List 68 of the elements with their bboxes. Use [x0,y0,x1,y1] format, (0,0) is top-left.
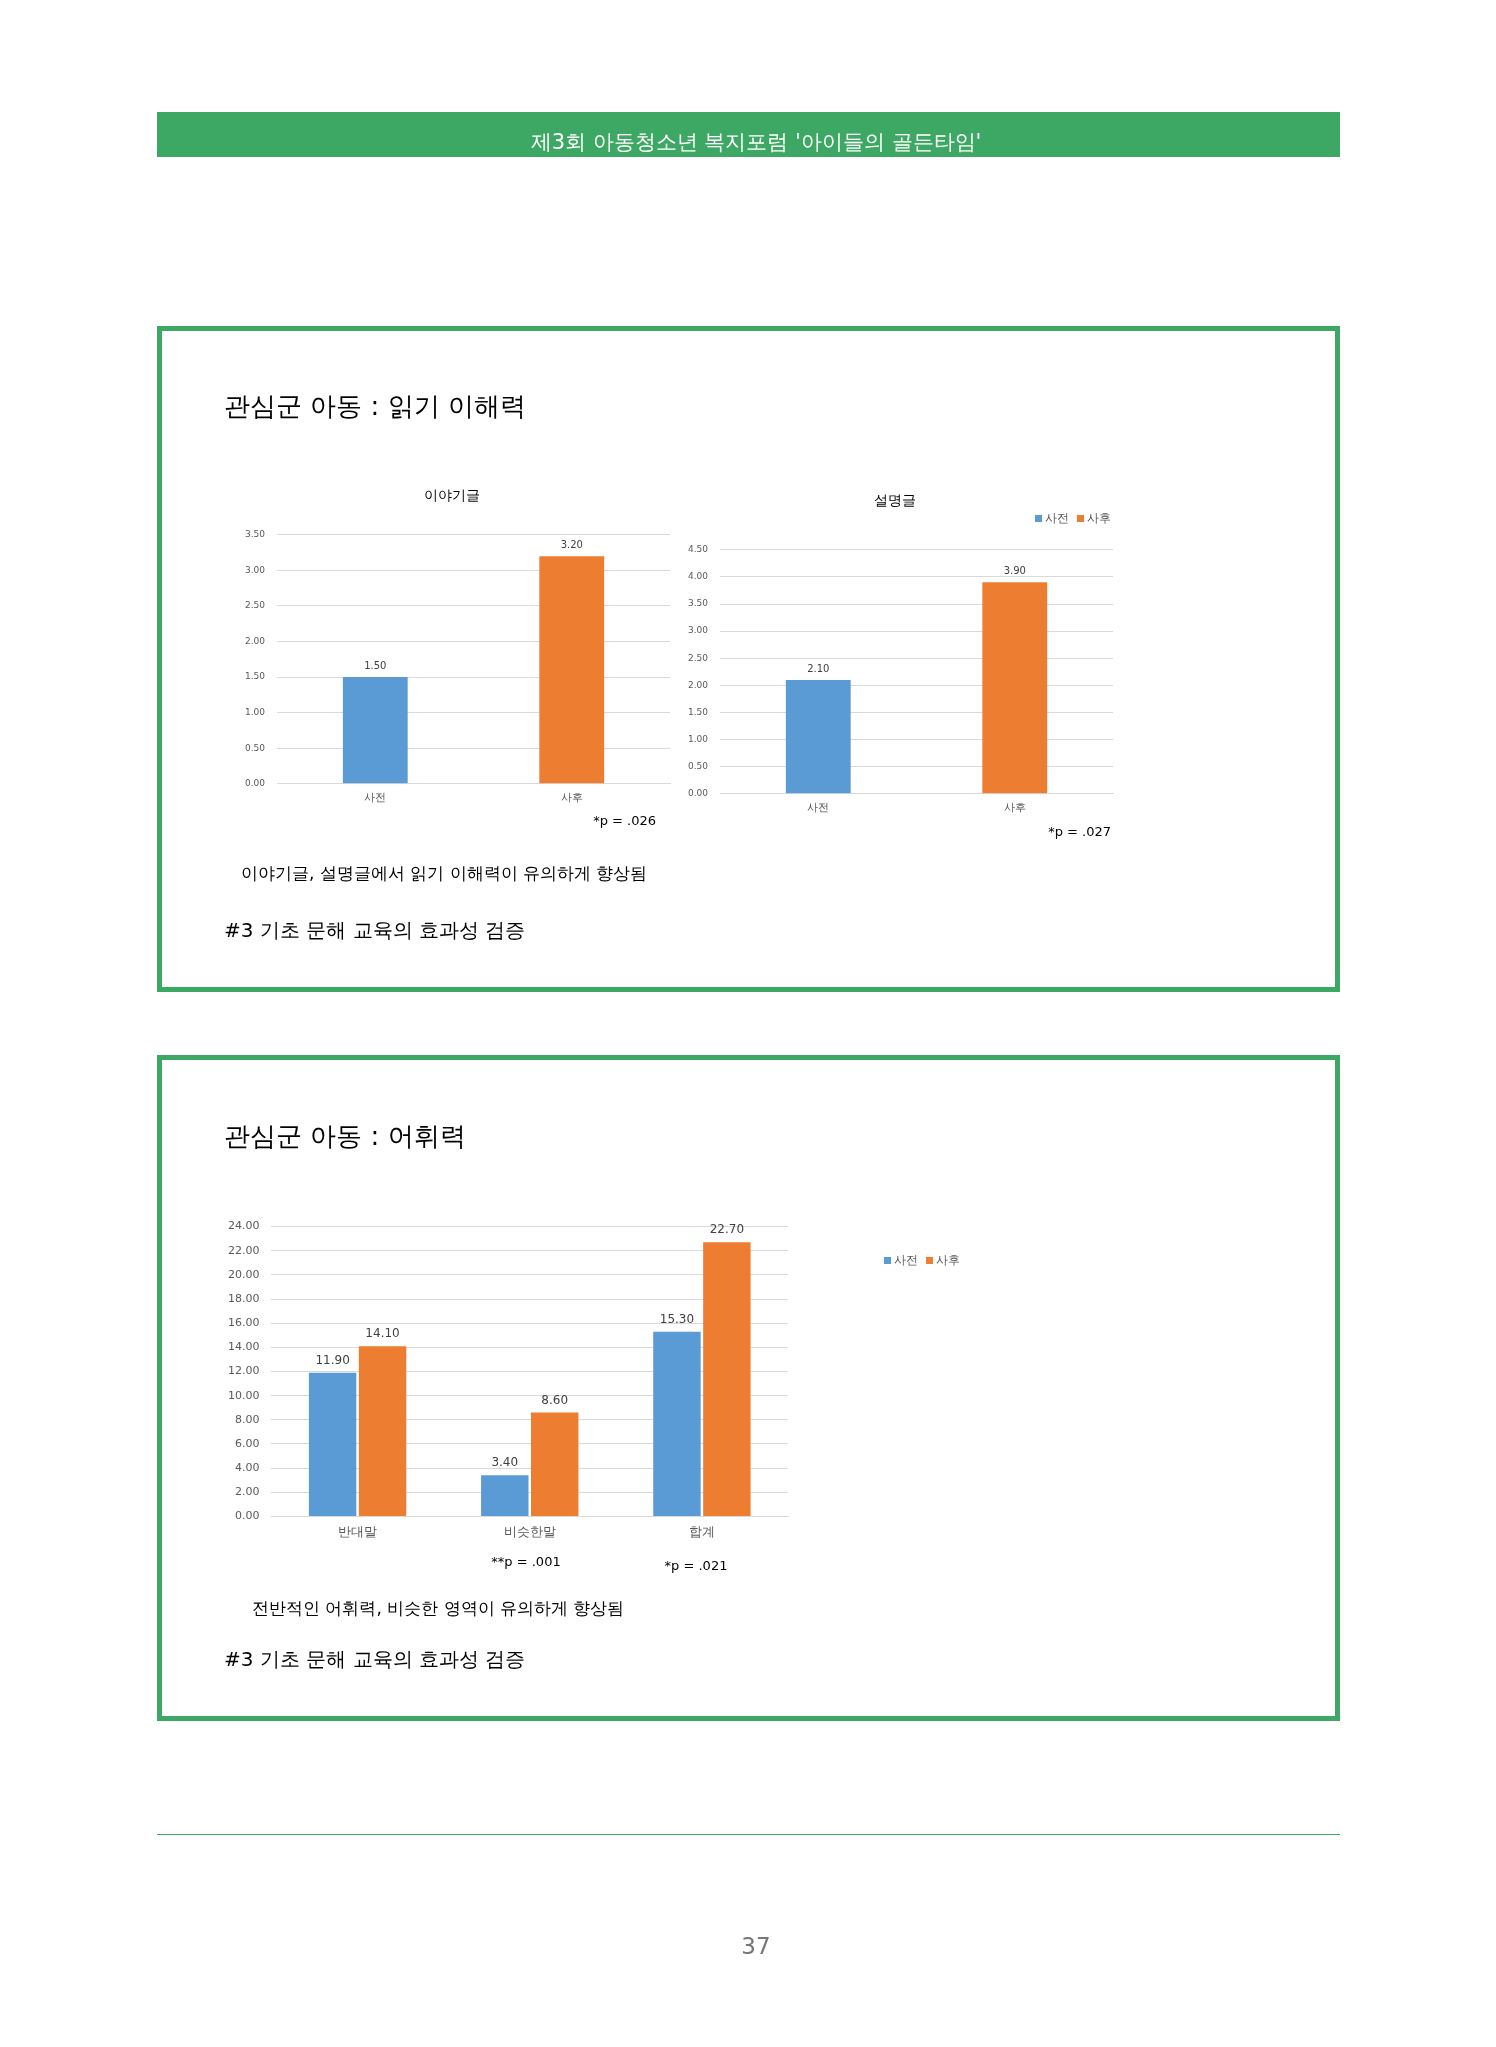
y-tick-label: 3.00 [244,564,266,575]
y-tick-label: 1.00 [244,707,266,717]
y-tick-label: 1.50 [687,706,709,717]
bar [358,1346,407,1516]
data-label: 3.90 [1003,564,1026,576]
y-tick-label: 1.00 [687,733,709,744]
y-tick-label: 3.50 [687,598,709,609]
text: #3 기초 문해 교육의 효과성 검증 [224,1645,526,1673]
y-tick-label: 2.50 [687,652,709,663]
bar [653,1331,701,1516]
bar [308,1372,357,1516]
chart-title: 설명글 [873,492,916,509]
x-tick-label: 비슷한말 [503,1523,556,1539]
text: 이야기글, 설명글에서 읽기 이해력이 유의하게 향상됨 [241,861,648,885]
text: *p = .021 [664,1557,728,1573]
y-tick-label: 22.00 [227,1243,260,1257]
y-tick-label: 2.00 [234,1485,260,1499]
y-tick-label: 20.00 [227,1267,260,1281]
bar [703,1242,751,1516]
y-tick-label: 2.00 [687,679,709,690]
y-tick-label: 0.00 [687,788,709,799]
y-tick-label: 4.50 [687,544,709,555]
legend-label: 사후 [936,1252,960,1269]
text: *p = .026 [593,812,656,828]
y-tick-label: 4.00 [234,1460,260,1474]
y-tick-label: 0.00 [234,1509,260,1523]
bar [481,1475,529,1516]
y-tick-label: 14.00 [227,1340,260,1354]
y-tick-label: 2.50 [244,600,266,611]
x-tick-label: 합계 [688,1523,715,1539]
y-tick-label: 18.00 [227,1291,260,1305]
y-tick-label: 0.50 [687,761,709,772]
text: 제3회 아동청소년 복지포럼 '아이들의 골든타임' [530,129,982,156]
data-label: 11.90 [315,1352,350,1367]
text: *p = .027 [1048,823,1111,839]
text: 관심군 아동 : 읽기 이해력 [224,389,526,423]
chart-title: 이야기글 [423,487,480,504]
y-tick-label: 0.50 [244,742,266,753]
legend-label: 사후 [1087,510,1111,527]
y-tick-label: 24.00 [227,1219,260,1233]
data-label: 2.10 [807,662,830,674]
y-tick-label: 12.00 [227,1364,260,1378]
y-tick-label: 16.00 [227,1316,260,1330]
legend-label: 사전 [894,1252,918,1269]
y-tick-label: 6.00 [234,1436,260,1450]
data-label: 22.70 [709,1222,745,1237]
legend-label: 사전 [1045,510,1069,527]
y-tick-label: 1.50 [244,671,266,682]
text: 전반적인 어휘력, 비슷한 영역이 유의하게 향상됨 [252,1596,625,1620]
data-label: 15.30 [659,1311,695,1326]
y-tick-label: 3.50 [244,529,266,540]
text: #3 기초 문해 교육의 효과성 검증 [224,916,526,944]
y-tick-label: 3.00 [687,625,709,636]
data-label: 1.50 [364,659,387,671]
y-tick-label: 8.00 [234,1412,260,1426]
y-tick-label: 0.00 [244,778,266,789]
y-tick-label: 2.00 [244,635,266,646]
bar [530,1412,579,1516]
data-label: 14.10 [365,1326,400,1341]
data-label: 8.60 [541,1392,569,1407]
y-tick-label: 10.00 [227,1388,260,1402]
text: 37 [741,1933,771,1959]
text: **p = .001 [491,1553,561,1569]
data-label: 3.20 [560,538,583,550]
data-label: 3.40 [491,1455,519,1470]
chart-title: 관심군 아동 : 어휘력 [224,1119,466,1153]
y-tick-label: 4.00 [687,571,709,582]
x-tick-label: 반대말 [338,1523,378,1539]
